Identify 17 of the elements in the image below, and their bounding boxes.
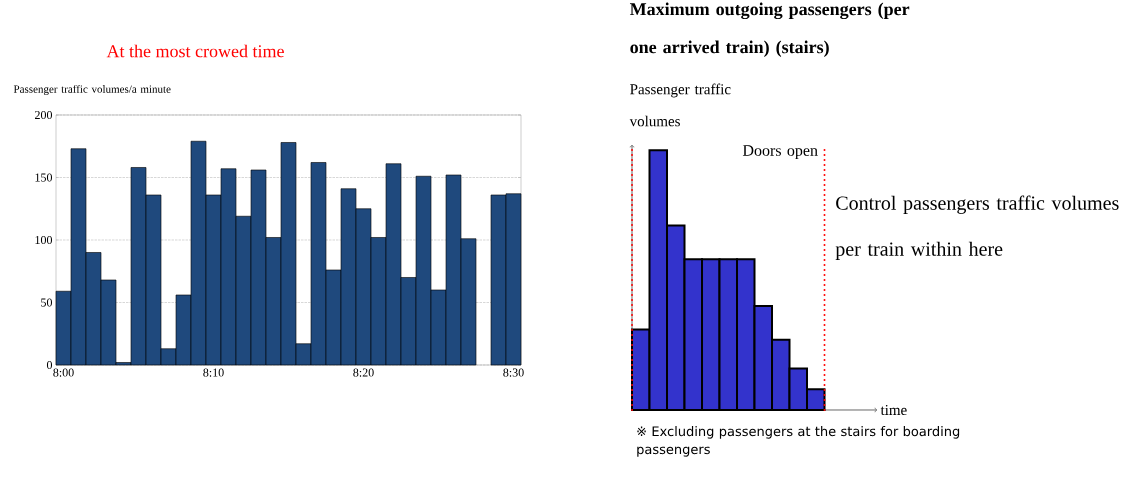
y-tick-label: 0 xyxy=(46,360,53,370)
y-tick-label: 50 xyxy=(41,298,53,307)
y-tick-label: 100 xyxy=(35,235,53,245)
chart-title: At the most crowed time xyxy=(106,44,284,58)
y-axis-title: Passenger traffic volumes/a minute xyxy=(13,84,171,96)
x-tick-label: 8:20 xyxy=(353,368,374,377)
y-tick-label: 150 xyxy=(35,173,53,182)
text: ※ Excluding passengers at the stairs for boarding passengers xyxy=(637,426,960,457)
text: Control passengers traffic volumes per train within here xyxy=(835,195,1119,260)
chart-title: Maximum outgoing passengers (per one arrived train) (stairs) xyxy=(629,2,910,57)
x-tick-label: 8:10 xyxy=(203,368,224,377)
x-axis-title: time xyxy=(880,404,907,416)
x-tick-label: 8:00 xyxy=(53,368,74,377)
annotation: Doors open xyxy=(742,145,818,160)
text: Passenger traffic volumes xyxy=(629,83,731,127)
y-tick-label: 200 xyxy=(35,110,53,120)
x-tick-label: 8:30 xyxy=(503,368,524,377)
